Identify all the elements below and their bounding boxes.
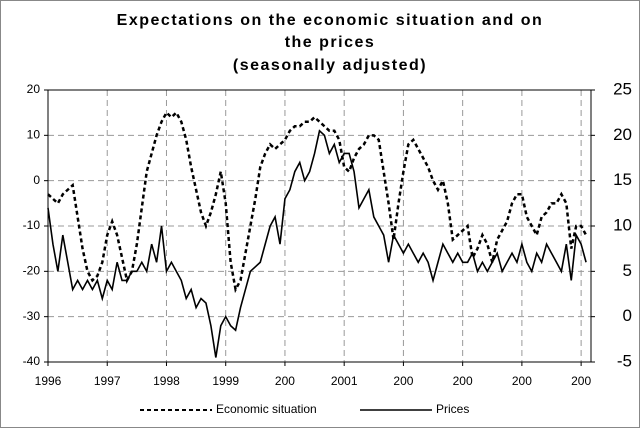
chart-title: Expectations on the economic situation a… <box>117 12 544 29</box>
chart-subtitle: (seasonally adjusted) <box>233 57 427 74</box>
y2-tick-label: 0 <box>623 306 632 325</box>
y2-tick-label: -5 <box>617 351 632 370</box>
y-tick-label: 20 <box>27 82 41 96</box>
y2-tick-label: 10 <box>613 215 632 234</box>
y-tick-label: -30 <box>23 309 41 323</box>
y2-tick-label: 25 <box>613 79 632 98</box>
x-tick-label: 200 <box>393 374 413 388</box>
x-tick-label: 1999 <box>212 374 239 388</box>
y-tick-label: -20 <box>23 264 41 278</box>
x-tick-label: 200 <box>571 374 591 388</box>
legend-label: Prices <box>436 402 469 416</box>
y2-tick-label: 5 <box>623 261 632 280</box>
series-line <box>47 129 587 358</box>
x-tick-label: 1996 <box>35 374 62 388</box>
y-tick-label: 0 <box>33 173 40 187</box>
x-tick-label: 2001 <box>331 374 358 388</box>
series-line <box>47 110 588 294</box>
plot-area <box>47 89 592 363</box>
x-tick-label: 1997 <box>94 374 121 388</box>
y2-tick-label: 20 <box>613 125 632 144</box>
y-tick-label: -10 <box>23 218 41 232</box>
x-tick-label: 200 <box>512 374 532 388</box>
y-tick-label: 10 <box>27 128 41 142</box>
y2-tick-label: 15 <box>613 170 632 189</box>
chart-title: the prices <box>285 34 376 51</box>
x-tick-label: 200 <box>275 374 295 388</box>
x-tick-label: 1998 <box>153 374 180 388</box>
x-tick-label: 200 <box>453 374 473 388</box>
y-tick-label: -40 <box>23 354 41 368</box>
legend-label: Economic situation <box>216 402 317 416</box>
